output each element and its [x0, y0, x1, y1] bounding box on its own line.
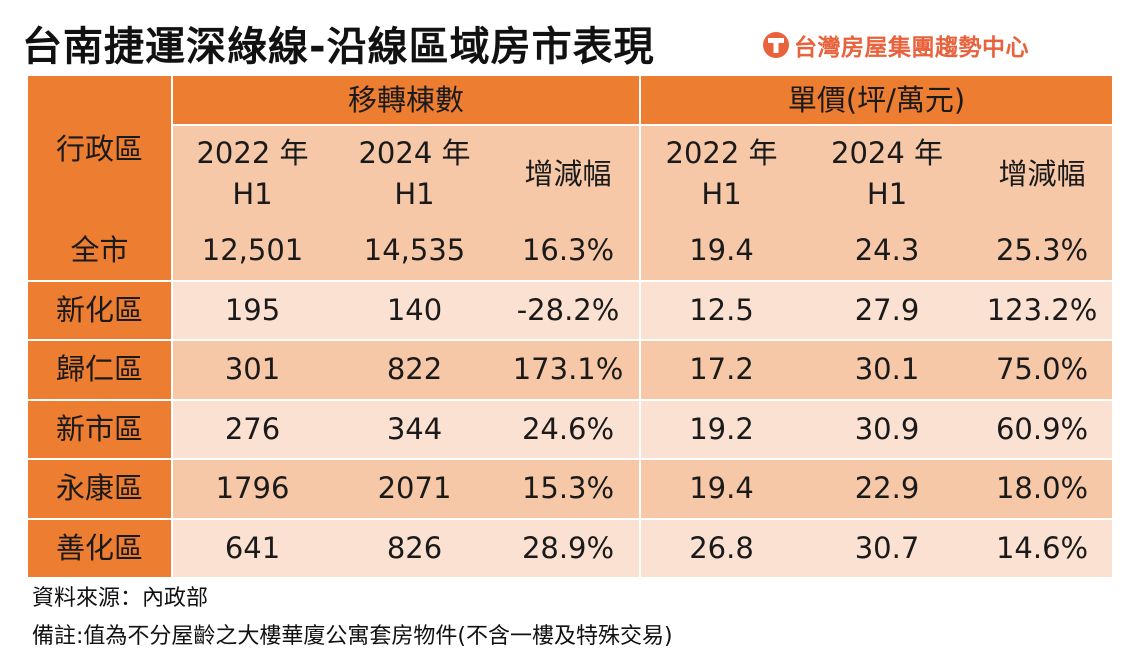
table-cell: 12,501: [171, 222, 332, 281]
col-header-transfers-2024: 2024 年 H1: [332, 124, 497, 222]
table-cell: 27.9: [802, 279, 973, 340]
table-cell: 75.0%: [972, 339, 1113, 400]
table-row: 善化區 641 826 28.9% 26.8 30.7 14.6%: [28, 517, 1113, 577]
table-cell: 123.2%: [972, 279, 1113, 340]
table-cell: 1796: [171, 458, 332, 519]
table-row: 歸仁區 301 822 173.1% 17.2 30.1 75.0%: [28, 339, 1113, 400]
table-cell: 30.7: [802, 517, 973, 577]
col-header-price-2022: 2022 年 H1: [639, 124, 803, 222]
table-cell: 2071: [332, 458, 497, 519]
table-cell: 822: [332, 339, 497, 400]
table-cell: 276: [171, 398, 332, 459]
housing-market-table: 行政區 移轉棟數 單價(坪/萬元) 2022 年 H1 2024 年 H1 增減幅 …: [28, 76, 1113, 577]
table-cell: 60.9%: [972, 398, 1113, 459]
table-cell: 14,535: [332, 222, 497, 281]
table-row: 全市 12,501 14,535 16.3% 19.4 24.3 25.3%: [28, 222, 1113, 281]
table-cell: 22.9: [802, 458, 973, 519]
page-title: 台南捷運深綠線-沿線區域房市表現: [22, 24, 655, 70]
table-cell: 195: [171, 279, 332, 340]
district-cell: 全市: [28, 222, 172, 281]
table-cell: 26.8: [639, 517, 803, 577]
table-cell: 344: [332, 398, 497, 459]
table-cell: 25.3%: [972, 222, 1113, 281]
brand-name: 台灣房屋集團趨勢中心: [794, 35, 1029, 61]
district-cell: 新市區: [28, 398, 172, 459]
table-cell: 641: [171, 517, 332, 577]
table-cell: 12.5: [639, 279, 803, 340]
table-row: 永康區 1796 2071 15.3% 19.4 22.9 18.0%: [28, 458, 1113, 519]
group-header-price: 單價(坪/萬元): [639, 76, 1113, 125]
table-cell: 301: [171, 339, 332, 400]
table-cell: 19.4: [639, 458, 803, 519]
table-cell: 826: [332, 517, 497, 577]
remark-note: 備註:值為不分屋齡之大樓華廈公寓套房物件(不含一樓及特殊交易): [32, 624, 673, 649]
header: 台南捷運深綠線-沿線區域房市表現 台灣房屋集團趨勢中心: [22, 12, 1122, 70]
table-row: 新化區 195 140 -28.2% 12.5 27.9 123.2%: [28, 279, 1113, 340]
table-cell: 17.2: [639, 339, 803, 400]
t-logo-icon: [763, 32, 789, 58]
table-cell: 24.6%: [497, 398, 641, 459]
table-cell: 19.2: [639, 398, 803, 459]
table-cell: 30.9: [802, 398, 973, 459]
table-cell: 15.3%: [497, 458, 641, 519]
table-cell: 30.1: [802, 339, 973, 400]
table-cell: 18.0%: [972, 458, 1113, 519]
district-cell: 新化區: [28, 279, 172, 340]
table-cell: 19.4: [639, 222, 803, 281]
footnotes: 資料來源：內政部 備註:值為不分屋齡之大樓華廈公寓套房物件(不含一樓及特殊交易): [32, 580, 673, 656]
table-row: 新市區 276 344 24.6% 19.2 30.9 60.9%: [28, 398, 1113, 459]
table-cell: -28.2%: [497, 279, 641, 340]
table-cell: 173.1%: [497, 339, 641, 400]
table-cell: 28.9%: [497, 517, 641, 577]
table-cell: 14.6%: [972, 517, 1113, 577]
col-header-price-2024: 2024 年 H1: [802, 124, 973, 222]
district-header: 行政區: [28, 76, 172, 222]
group-header-transfers: 移轉棟數: [170, 76, 641, 125]
district-cell: 歸仁區: [28, 339, 172, 400]
table-cell: 16.3%: [497, 222, 641, 281]
col-header-price-change: 增減幅: [972, 124, 1113, 222]
district-cell: 永康區: [28, 458, 172, 519]
col-header-transfers-2022: 2022 年 H1: [171, 124, 332, 222]
brand: 台灣房屋集團趨勢中心: [762, 28, 1029, 62]
table-cell: 24.3: [802, 222, 973, 281]
col-header-transfers-change: 增減幅: [497, 124, 641, 222]
table-cell: 140: [332, 279, 497, 340]
source-note: 資料來源：內政部: [32, 586, 209, 611]
district-cell: 善化區: [28, 517, 172, 577]
